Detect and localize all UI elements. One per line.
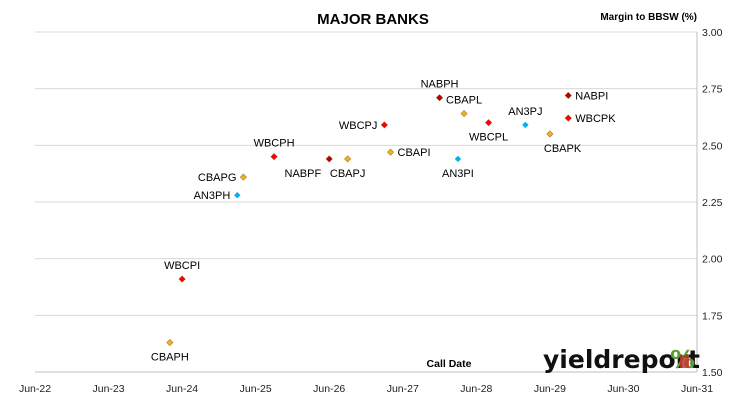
chart-title: MAJOR BANKS — [317, 11, 429, 28]
data-point — [239, 173, 247, 181]
data-point — [564, 114, 572, 122]
y-tick-label: 2.00 — [702, 254, 723, 266]
data-point — [178, 275, 186, 283]
data-point — [380, 121, 388, 129]
data-point — [386, 148, 395, 156]
x-tick-label: Jun-23 — [93, 383, 125, 395]
y-tick-label: 2.25 — [702, 197, 723, 209]
y-axis-title: Margin to BBSW (%) — [600, 12, 697, 23]
point-label: CBAPJ — [330, 168, 365, 180]
point-label: CBAPG — [198, 172, 237, 184]
point-label: NABPH — [421, 79, 459, 91]
yieldreport-logo: yieldreport % — [543, 345, 700, 374]
x-tick-label: Jun-29 — [534, 383, 566, 395]
point-label: NABPF — [285, 168, 322, 180]
data-point — [564, 91, 572, 100]
point-label: CBAPL — [446, 95, 482, 107]
y-tick-label: 2.75 — [702, 84, 723, 96]
data-point — [270, 153, 278, 161]
point-label: AN3PH — [194, 190, 231, 202]
logo-red-accent — [680, 355, 689, 368]
data-point — [485, 119, 493, 127]
y-tick-label: 3.00 — [702, 27, 723, 39]
x-tick-label: Jun-31 — [681, 383, 713, 395]
data-point — [166, 338, 174, 347]
x-tick-label: Jun-26 — [313, 383, 345, 395]
point-label: CBAPH — [151, 352, 189, 364]
data-point — [546, 130, 554, 138]
point-label: WBCPI — [164, 260, 200, 272]
x-tick-label: Jun-27 — [387, 383, 419, 395]
point-label: WBCPK — [575, 113, 616, 125]
data-point — [436, 94, 444, 102]
data-point — [344, 155, 352, 163]
data-point — [460, 110, 468, 118]
x-tick-label: Jun-30 — [607, 383, 639, 395]
x-tick-label: Jun-24 — [166, 383, 198, 395]
logo-wordmark: yieldreport — [543, 345, 700, 374]
point-label: AN3PI — [442, 168, 474, 180]
point-label: WBCPH — [254, 138, 295, 150]
x-tick-label: Jun-25 — [240, 383, 272, 395]
gridlines — [35, 31, 697, 316]
data-point — [234, 192, 241, 199]
data-points — [166, 91, 572, 347]
data-point — [454, 155, 462, 163]
y-tick-label: 1.75 — [702, 310, 723, 322]
point-label: NABPI — [575, 90, 608, 102]
point-label: CBAPK — [544, 143, 582, 155]
data-point — [522, 121, 529, 129]
y-tick-label: 2.50 — [702, 140, 723, 152]
x-tick-label: Jun-28 — [460, 383, 492, 395]
point-label: AN3PJ — [508, 106, 542, 118]
x-axis-title: Call Date — [427, 358, 472, 370]
point-labels: CBAPH WBCPI AN3PH CBAPG WBCPH NABPF CBAPJ WBCPJ… — [151, 79, 616, 364]
point-label: CBAPI — [398, 147, 431, 159]
x-tick-labels: Jun-22 Jun-23 Jun-24 Jun-25 Jun-26 Jun-27 Jun-… — [19, 383, 713, 395]
data-point — [325, 155, 333, 163]
x-tick-label: Jun-22 — [19, 383, 51, 395]
y-tick-labels: 1.50 1.75 2.00 2.25 2.50 2.75 3.00 — [702, 27, 723, 379]
point-label: WBCPL — [469, 132, 508, 144]
y-tick-label: 1.50 — [702, 367, 723, 379]
point-label: WBCPJ — [339, 120, 378, 132]
